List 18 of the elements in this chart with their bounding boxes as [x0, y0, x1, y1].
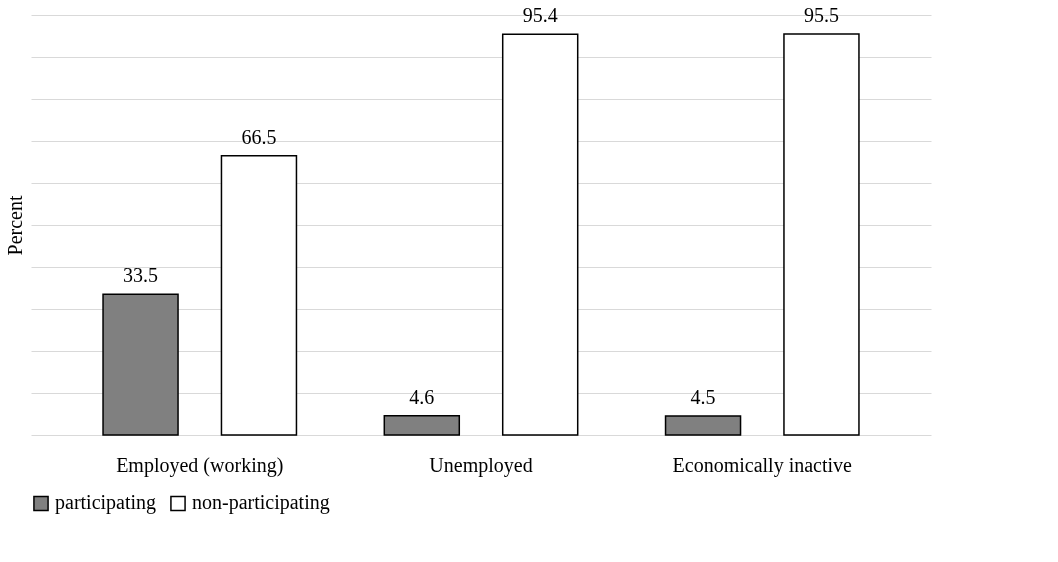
bar	[783, 33, 860, 436]
legend-label: participating	[55, 491, 157, 515]
data-label: 4.6	[409, 385, 435, 408]
data-label: 33.5	[123, 264, 159, 287]
bar	[102, 293, 179, 436]
x-tick-label: Employed (working)	[116, 453, 284, 477]
bar	[501, 33, 579, 436]
legend-label: non-participating	[192, 491, 330, 515]
data-label: 95.4	[522, 4, 558, 27]
bar	[383, 414, 461, 436]
x-tick-label: Unemployed	[429, 453, 533, 477]
bar	[664, 415, 742, 436]
bar	[220, 154, 298, 436]
y-axis-title: Percent	[3, 195, 26, 256]
data-label: 66.5	[241, 125, 277, 148]
data-label: 95.5	[803, 3, 839, 26]
data-label: 4.5	[690, 386, 716, 409]
x-tick-label: Economically inactive	[672, 453, 853, 477]
